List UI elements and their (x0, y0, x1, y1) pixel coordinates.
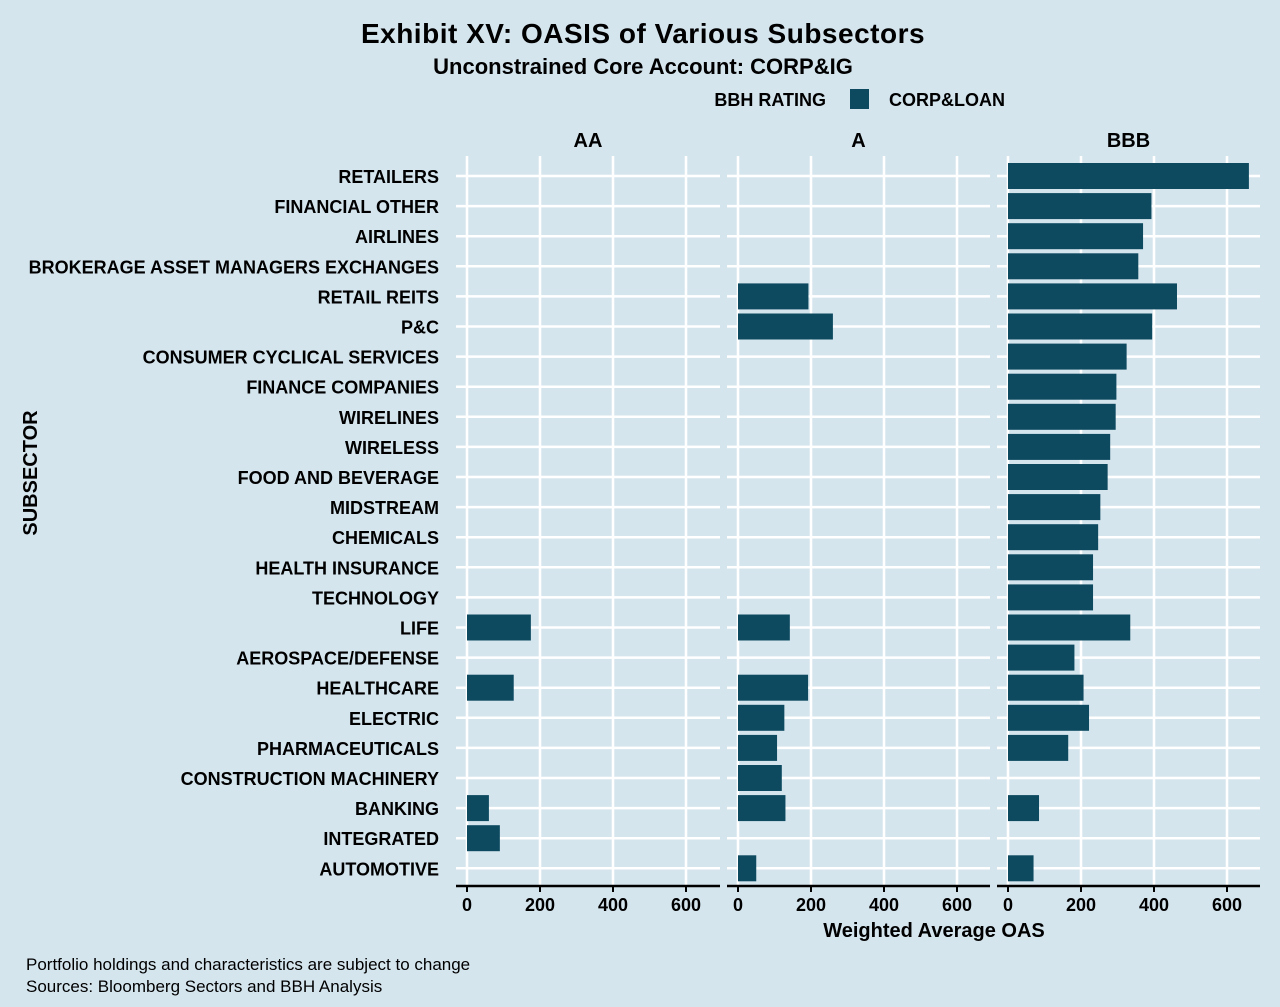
x-axis-title: Weighted Average OAS (823, 920, 1045, 942)
category-label-finance-companies: FINANCE COMPANIES (246, 378, 439, 398)
bar-bbb-chemicals (1008, 524, 1099, 551)
category-label-banking: BANKING (355, 799, 439, 819)
category-label-healthcare: HEALTHCARE (316, 679, 439, 699)
bar-bbb-healthcare (1008, 674, 1084, 701)
bar-aa-banking (467, 795, 489, 822)
bar-bbb-wirelines (1008, 403, 1116, 430)
footnote-sources: Sources: Bloomberg Sectors and BBH Analy… (26, 977, 382, 996)
bar-bbb-brokerage-asset-managers-exchanges (1008, 253, 1139, 280)
bar-bbb-p-c (1008, 313, 1153, 340)
bar-bbb-finance-companies (1008, 373, 1117, 400)
tick-label-a-600: 600 (942, 895, 972, 915)
category-label-food-and-beverage: FOOD AND BEVERAGE (238, 468, 439, 488)
bar-aa-life (467, 614, 531, 641)
category-label-integrated: INTEGRATED (323, 829, 439, 849)
legend-entry-corp-loan: CORP&LOAN (889, 90, 1005, 110)
tick-label-bbb-600: 600 (1212, 895, 1242, 915)
tick-label-aa-0: 0 (462, 895, 472, 915)
category-label-construction-machinery: CONSTRUCTION MACHINERY (181, 769, 439, 789)
category-label-financial-other: FINANCIAL OTHER (274, 197, 439, 217)
bar-bbb-food-and-beverage (1008, 464, 1108, 490)
category-label-p-c: P&C (401, 318, 439, 338)
category-label-aerospace-defense: AEROSPACE/DEFENSE (236, 649, 439, 669)
category-label-retailers: RETAILERS (338, 167, 439, 187)
legend-title: BBH RATING (714, 90, 826, 110)
tick-label-aa-200: 200 (525, 895, 555, 915)
footnote-disclaimer: Portfolio holdings and characteristics a… (26, 955, 470, 974)
bar-bbb-banking (1008, 795, 1040, 822)
legend-swatch (850, 89, 869, 109)
category-label-automotive: AUTOMOTIVE (319, 859, 439, 879)
tick-label-aa-600: 600 (671, 895, 701, 915)
bar-bbb-consumer-cyclical-services (1008, 343, 1127, 370)
bar-a-banking (738, 795, 786, 822)
category-label-technology: TECHNOLOGY (312, 588, 439, 608)
bar-a-p-c (738, 313, 833, 340)
facet-label-a: A (851, 130, 865, 152)
category-label-consumer-cyclical-services: CONSUMER CYCLICAL SERVICES (143, 348, 439, 368)
bar-a-healthcare (738, 674, 809, 701)
bar-a-automotive (738, 855, 757, 882)
bar-bbb-electric (1008, 704, 1090, 731)
bar-bbb-midstream (1008, 494, 1101, 521)
category-label-chemicals: CHEMICALS (332, 528, 439, 548)
category-label-life: LIFE (400, 619, 439, 639)
category-label-retail-reits: RETAIL REITS (318, 287, 439, 307)
category-label-electric: ELECTRIC (349, 709, 439, 729)
bar-bbb-technology (1008, 584, 1094, 611)
bar-bbb-wireless (1008, 433, 1111, 460)
category-label-wireless: WIRELESS (345, 438, 439, 458)
bar-a-electric (738, 704, 785, 731)
bar-bbb-airlines (1008, 223, 1144, 250)
bar-a-retail-reits (738, 283, 809, 310)
bar-aa-integrated (467, 825, 500, 852)
bar-a-construction-machinery (738, 765, 782, 791)
category-label-pharmaceuticals: PHARMACEUTICALS (257, 739, 439, 759)
tick-label-bbb-0: 0 (1003, 895, 1013, 915)
category-label-wirelines: WIRELINES (339, 408, 439, 428)
bar-bbb-health-insurance (1008, 554, 1094, 581)
tick-label-a-400: 400 (869, 895, 899, 915)
bar-bbb-retail-reits (1008, 283, 1177, 310)
plot-area: RETAILERS FINANCIAL OTHER AIRLINES BROKERAG… (29, 130, 1260, 915)
tick-label-bbb-200: 200 (1066, 895, 1096, 915)
bar-aa-healthcare (467, 674, 514, 701)
chart-subtitle: Unconstrained Core Account: CORP&IG (433, 54, 853, 79)
tick-label-bbb-400: 400 (1139, 895, 1169, 915)
bar-a-life (738, 614, 790, 641)
category-label-brokerage-asset-managers-exchanges: BROKERAGE ASSET MANAGERS EXCHANGES (29, 257, 439, 277)
bar-bbb-life (1008, 614, 1131, 641)
tick-label-aa-400: 400 (598, 895, 628, 915)
category-label-midstream: MIDSTREAM (330, 498, 439, 518)
chart-title: Exhibit XV: OASIS of Various Subsectors (361, 18, 925, 49)
bar-bbb-pharmaceuticals (1008, 734, 1069, 761)
bar-bbb-automotive (1008, 855, 1034, 882)
tick-label-a-200: 200 (796, 895, 826, 915)
bar-bbb-financial-other (1008, 193, 1152, 220)
bar-bbb-retailers (1008, 163, 1249, 189)
y-axis-title: SUBSECTOR (20, 410, 42, 536)
category-label-health-insurance: HEALTH INSURANCE (255, 558, 439, 578)
tick-label-a-0: 0 (733, 895, 743, 915)
bar-a-pharmaceuticals (738, 734, 778, 761)
bar-bbb-aerospace-defense (1008, 644, 1075, 671)
facet-label-aa: AA (574, 130, 603, 152)
category-label-airlines: AIRLINES (355, 227, 439, 247)
facet-label-bbb: BBB (1107, 130, 1150, 152)
